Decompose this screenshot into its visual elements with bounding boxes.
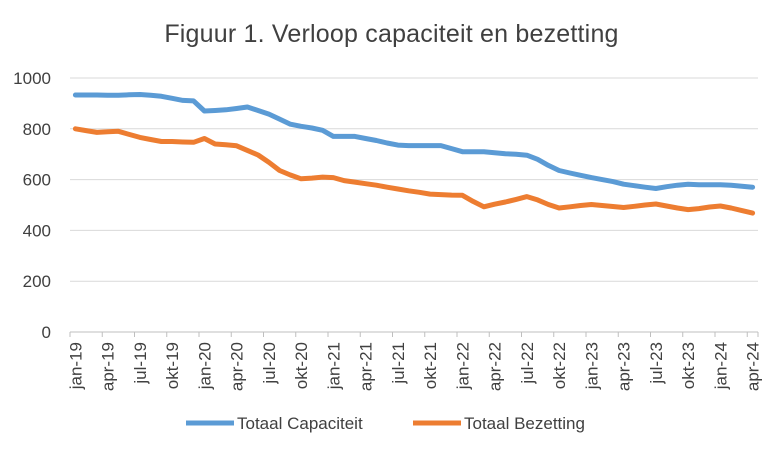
chart-title: Figuur 1. Verloop capaciteit en bezettin… (164, 20, 619, 48)
y-tick-label: 200 (23, 272, 51, 291)
x-tick-label: jan-22 (453, 342, 472, 390)
x-tick-label: apr-21 (357, 342, 376, 391)
x-tick-label: jan-20 (195, 342, 214, 390)
x-tick-label: apr-24 (744, 342, 763, 391)
y-tick-label: 0 (42, 323, 51, 342)
x-tick-label: jan-21 (324, 342, 343, 390)
x-tick-label: jan-23 (582, 342, 601, 390)
x-tick-label: apr-22 (486, 342, 505, 391)
x-tick-label: jan-24 (711, 342, 730, 390)
y-tick-label: 400 (23, 221, 51, 240)
x-tick-label: okt-19 (163, 342, 182, 389)
legend-label: Totaal Capaciteit (237, 414, 363, 433)
y-tick-label: 600 (23, 171, 51, 190)
x-tick-label: jul-21 (389, 342, 408, 385)
x-tick-label: okt-20 (292, 342, 311, 389)
y-tick-label: 1000 (13, 69, 51, 88)
x-tick-label: jul-20 (260, 342, 279, 385)
x-tick-label: apr-20 (228, 342, 247, 391)
x-tick-label: jan-19 (66, 342, 85, 390)
series-line-bezetting (72, 126, 756, 216)
x-tick-label: apr-23 (615, 342, 634, 391)
x-tick-label: jul-23 (647, 342, 666, 385)
x-tick-label: jul-22 (518, 342, 537, 385)
series-line-capaciteit (72, 92, 756, 191)
x-tick-label: okt-22 (550, 342, 569, 389)
x-tick-label: okt-23 (679, 342, 698, 389)
legend-label: Totaal Bezetting (464, 414, 585, 433)
x-tick-label: jul-19 (131, 342, 150, 385)
x-tick-label: apr-19 (99, 342, 118, 391)
y-tick-label: 800 (23, 120, 51, 139)
x-tick-label: okt-21 (421, 342, 440, 389)
